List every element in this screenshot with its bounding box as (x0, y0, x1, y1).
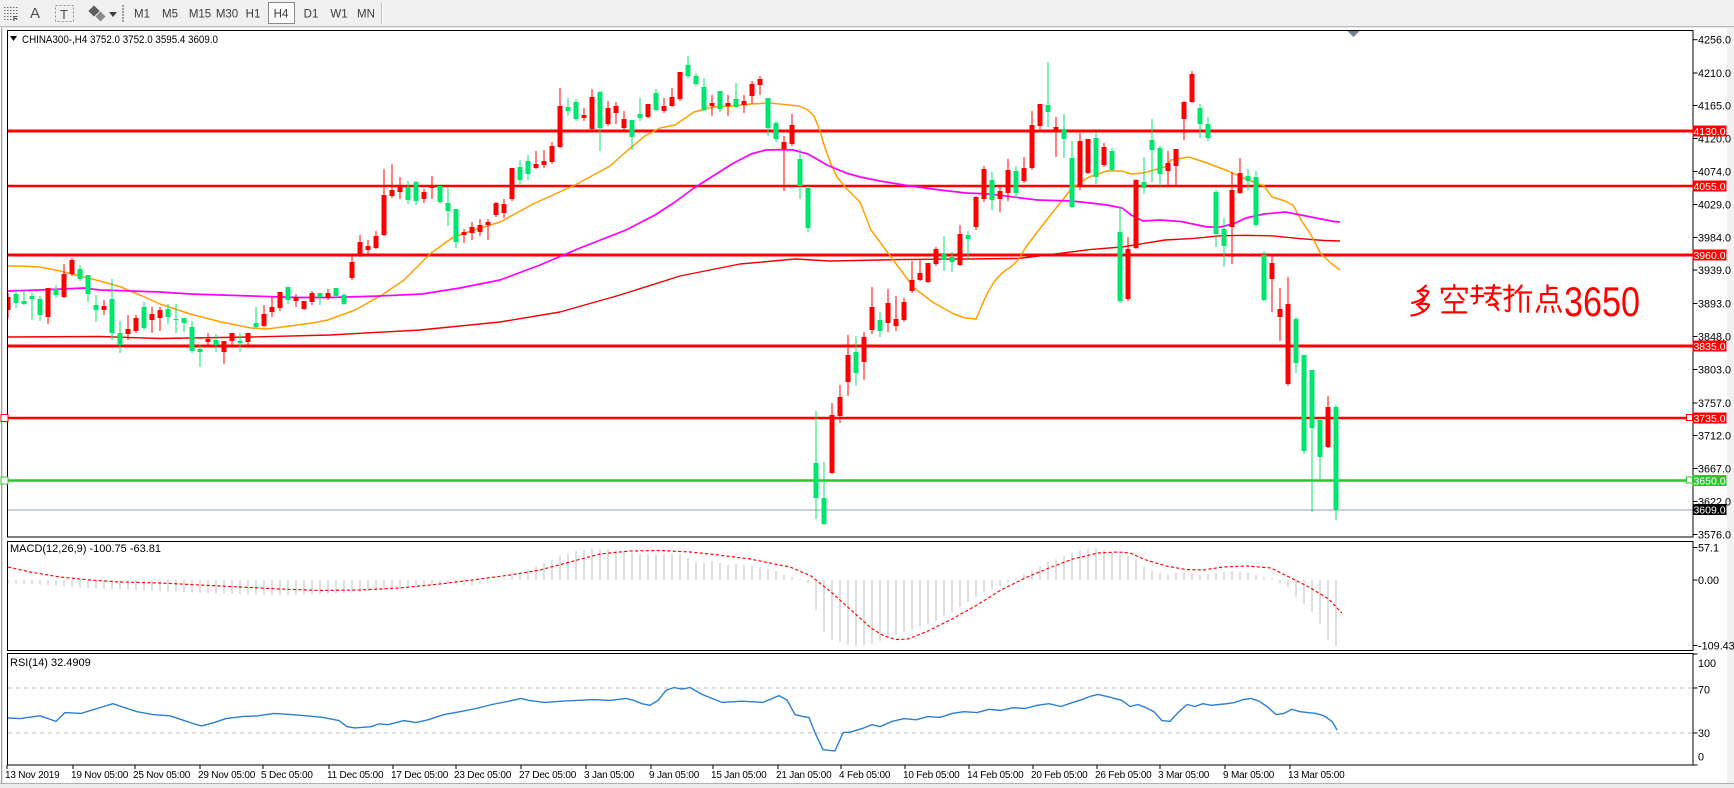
svg-text:0.00: 0.00 (1698, 575, 1719, 587)
svg-text:21 Jan 05:00: 21 Jan 05:00 (776, 770, 832, 781)
svg-text:20 Feb 05:00: 20 Feb 05:00 (1031, 770, 1088, 781)
svg-text:3939.0: 3939.0 (1698, 265, 1731, 277)
svg-text:4029.0: 4029.0 (1698, 199, 1731, 211)
svg-text:H1: H1 (246, 9, 261, 21)
svg-text:RSI(14) 32.4909: RSI(14) 32.4909 (10, 657, 91, 669)
svg-text:0: 0 (1698, 751, 1704, 763)
svg-text:M1: M1 (134, 9, 150, 21)
svg-text:15 Jan 05:00: 15 Jan 05:00 (711, 770, 767, 781)
svg-text:3893.0: 3893.0 (1698, 298, 1731, 310)
svg-text:3650: 3650 (1564, 278, 1640, 325)
svg-text:9 Jan 05:00: 9 Jan 05:00 (649, 770, 700, 781)
svg-text:29 Nov 05:00: 29 Nov 05:00 (198, 770, 256, 781)
svg-text:F: F (13, 16, 18, 23)
svg-text:A: A (30, 5, 40, 22)
svg-text:3848.0: 3848.0 (1698, 331, 1731, 343)
svg-text:30: 30 (1698, 728, 1710, 740)
svg-text:3650.0: 3650.0 (1693, 475, 1725, 487)
svg-text:M15: M15 (189, 9, 211, 21)
svg-text:4055.0: 4055.0 (1693, 181, 1725, 193)
svg-text:70: 70 (1698, 684, 1710, 696)
svg-text:4256.0: 4256.0 (1698, 35, 1731, 47)
svg-text:10 Feb 05:00: 10 Feb 05:00 (903, 770, 960, 781)
svg-text:23 Dec 05:00: 23 Dec 05:00 (454, 770, 512, 781)
svg-text:26 Feb 05:00: 26 Feb 05:00 (1095, 770, 1152, 781)
svg-text:17 Dec 05:00: 17 Dec 05:00 (391, 770, 449, 781)
svg-text:11 Dec 05:00: 11 Dec 05:00 (327, 770, 384, 781)
svg-text:57.1: 57.1 (1698, 542, 1719, 554)
svg-text:MACD(12,26,9) -100.75 -63.81: MACD(12,26,9) -100.75 -63.81 (10, 543, 161, 555)
svg-text:5 Dec 05:00: 5 Dec 05:00 (261, 770, 313, 781)
svg-text:27 Dec 05:00: 27 Dec 05:00 (519, 770, 577, 781)
svg-text:3667.0: 3667.0 (1698, 463, 1731, 475)
svg-text:M30: M30 (216, 9, 238, 21)
svg-text:19 Nov 05:00: 19 Nov 05:00 (71, 770, 129, 781)
svg-text:3960.0: 3960.0 (1693, 250, 1725, 262)
svg-text:3712.0: 3712.0 (1698, 430, 1731, 442)
svg-text:4210.0: 4210.0 (1698, 68, 1731, 80)
svg-text:14 Feb 05:00: 14 Feb 05:00 (967, 770, 1024, 781)
svg-text:3609.0: 3609.0 (1693, 504, 1725, 516)
svg-text:4 Feb 05:00: 4 Feb 05:00 (839, 770, 891, 781)
svg-text:3803.0: 3803.0 (1698, 364, 1731, 376)
svg-text:-109.43: -109.43 (1698, 640, 1734, 652)
svg-text:4130.0: 4130.0 (1693, 126, 1725, 138)
svg-text:3984.0: 3984.0 (1698, 232, 1731, 244)
svg-text:3757.0: 3757.0 (1698, 398, 1731, 410)
svg-text:T: T (60, 7, 68, 22)
svg-text:4165.0: 4165.0 (1698, 100, 1731, 112)
svg-text:M5: M5 (162, 9, 178, 21)
svg-text:CHINA300-,H4 3752.0 3752.0 35: CHINA300-,H4 3752.0 3752.0 3595.4 3609.0 (22, 34, 218, 46)
svg-text:100: 100 (1698, 658, 1716, 670)
svg-text:3576.0: 3576.0 (1698, 529, 1731, 541)
svg-text:3 Jan 05:00: 3 Jan 05:00 (584, 770, 635, 781)
svg-text:3735.0: 3735.0 (1693, 413, 1725, 425)
svg-text:3835.0: 3835.0 (1693, 341, 1725, 353)
svg-text:25 Nov 05:00: 25 Nov 05:00 (133, 770, 191, 781)
svg-text:13 Nov 2019: 13 Nov 2019 (5, 770, 60, 781)
svg-text:3 Mar 05:00: 3 Mar 05:00 (1158, 770, 1210, 781)
svg-text:H4: H4 (274, 9, 289, 21)
svg-text:9 Mar 05:00: 9 Mar 05:00 (1223, 770, 1275, 781)
svg-text:MN: MN (357, 9, 375, 21)
svg-text:W1: W1 (330, 9, 347, 21)
svg-text:13 Mar 05:00: 13 Mar 05:00 (1288, 770, 1345, 781)
svg-text:D1: D1 (304, 9, 319, 21)
svg-text:4074.0: 4074.0 (1698, 166, 1731, 178)
